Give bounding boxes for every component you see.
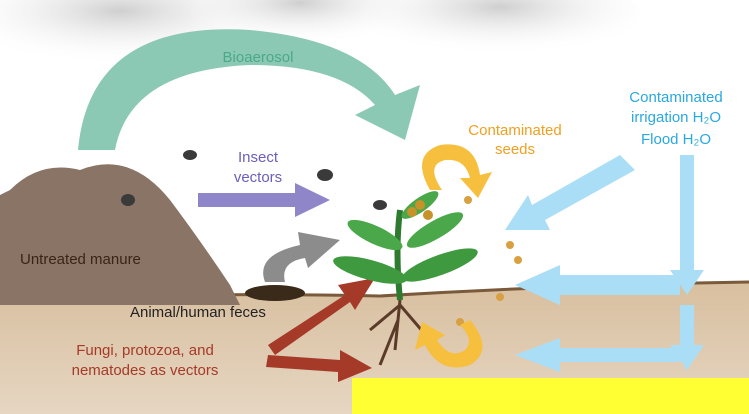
manure-mound <box>0 164 240 305</box>
water-label: irrigation H₂O <box>631 109 721 126</box>
bioaerosol-label: Bioaerosol <box>223 49 294 66</box>
seeds-label: Contaminated <box>468 122 561 139</box>
seeds-label: seeds <box>495 141 535 158</box>
manure-label: Untreated manure <box>20 251 141 268</box>
feces-label: Animal/human feces <box>130 304 266 321</box>
insect-arrow <box>198 183 330 217</box>
water-label: Flood H₂O <box>641 131 711 148</box>
diagram: Bioaerosol Insect vectors Contaminated s… <box>0 0 749 414</box>
water-label: Contaminated <box>629 89 722 106</box>
insect-label: Insect <box>238 149 279 166</box>
fungi-label: Fungi, protozoa, and <box>76 342 214 359</box>
insect-label: vectors <box>234 169 282 186</box>
page: Bioaerosol Insect vectors Contaminated s… <box>0 0 749 414</box>
highlight <box>352 378 749 414</box>
fungi-label: nematodes as vectors <box>72 362 219 379</box>
cloud <box>360 0 640 55</box>
feces <box>245 285 305 301</box>
feces-arrow <box>263 232 340 282</box>
seeds-arrow <box>422 144 492 198</box>
